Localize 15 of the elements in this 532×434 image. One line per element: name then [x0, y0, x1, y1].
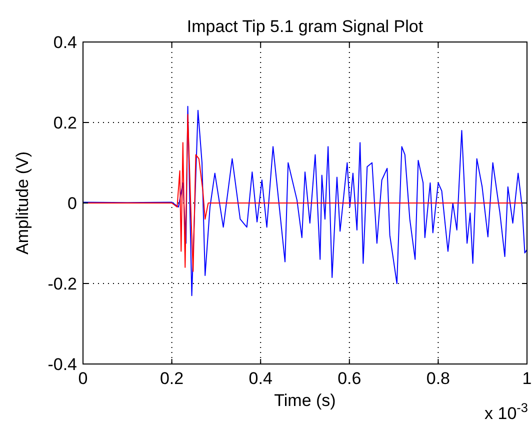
text: x 10$^{-3}$ [484, 400, 528, 423]
y-tick-label: -0.4 [48, 355, 77, 374]
y-axis-title: Amplitude (V) [13, 152, 32, 254]
y-tick-label: 0 [68, 194, 77, 213]
y-tick-label: 0.4 [53, 33, 77, 52]
x-axis-title: Time (s) [274, 391, 336, 410]
x-tick-label: 0.6 [338, 369, 362, 388]
x-tick-label: 1 [522, 369, 532, 388]
x-tick-label: 0.2 [160, 369, 184, 388]
x-tick-label: 0.8 [426, 369, 450, 388]
line-series [82, 106, 528, 296]
y-tick-label: -0.2 [48, 274, 77, 294]
chart-title: Impact Tip 5.1 gram Signal Plot [186, 17, 424, 36]
x-tick-label: 0.4 [248, 369, 272, 388]
y-tick-label: 0.2 [53, 114, 77, 132]
